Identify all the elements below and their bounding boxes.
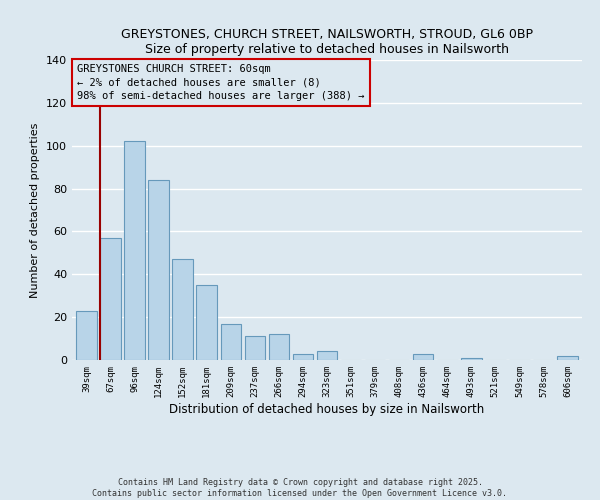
Bar [245,336,265,360]
Text: Contains HM Land Registry data © Crown copyright and database right 2025.
Contai: Contains HM Land Registry data © Crown c… [92,478,508,498]
Bar [221,324,241,360]
Text: GREYSTONES CHURCH STREET: 60sqm
← 2% of detached houses are smaller (8)
98% of s: GREYSTONES CHURCH STREET: 60sqm ← 2% of … [77,64,365,101]
Y-axis label: Number of detached properties: Number of detached properties [31,122,40,298]
Bar [76,310,97,360]
Title: GREYSTONES, CHURCH STREET, NAILSWORTH, STROUD, GL6 0BP
Size of property relative: GREYSTONES, CHURCH STREET, NAILSWORTH, S… [121,28,533,56]
Bar [269,334,289,360]
Bar [100,238,121,360]
Bar [413,354,433,360]
Bar [461,358,482,360]
Bar [124,142,145,360]
Bar [317,352,337,360]
Bar [172,260,193,360]
Bar [557,356,578,360]
Bar [293,354,313,360]
Bar [196,285,217,360]
Bar [148,180,169,360]
X-axis label: Distribution of detached houses by size in Nailsworth: Distribution of detached houses by size … [169,402,485,415]
